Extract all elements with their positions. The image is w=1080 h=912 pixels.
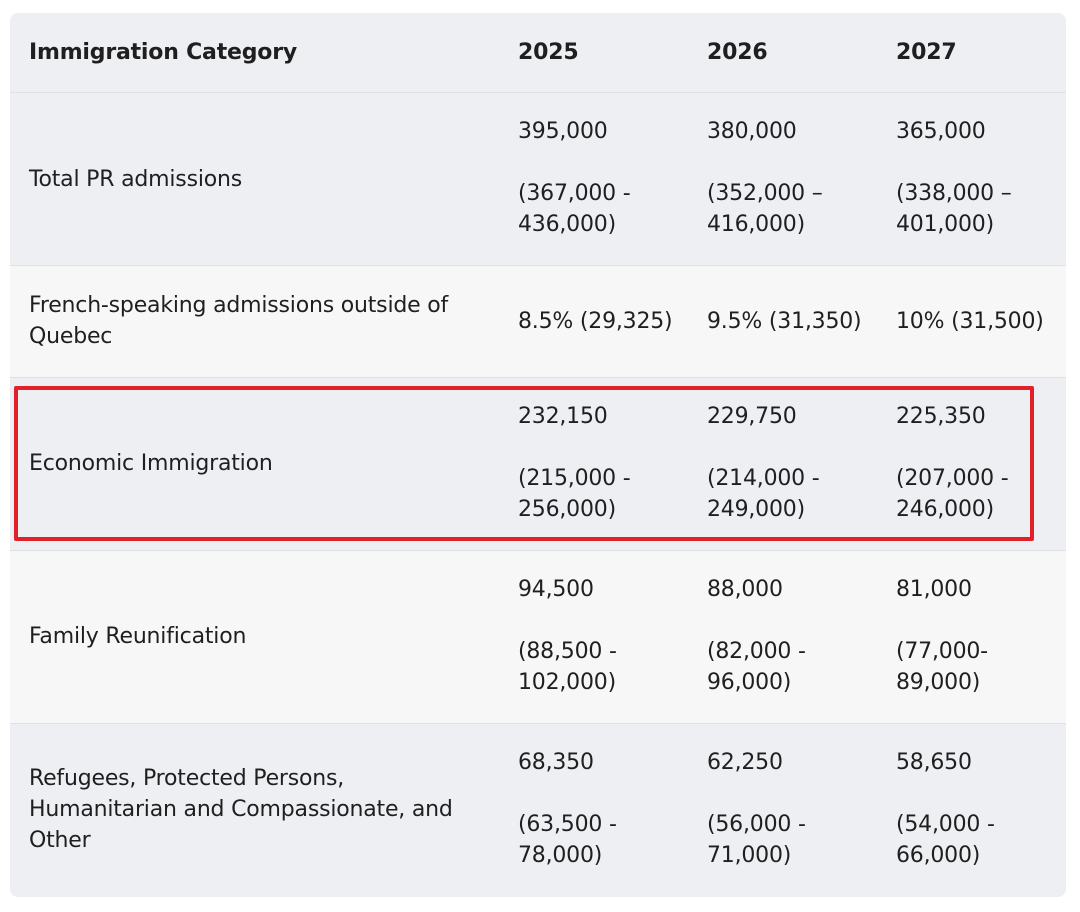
row-divider: [10, 92, 1066, 93]
value-main: 81,000: [896, 577, 972, 602]
value-cell-2025: 94,500 (88,500 - 102,000): [518, 574, 698, 698]
value-cell-2027: 58,650 (54,000 - 66,000): [896, 747, 1066, 871]
value-range: (367,000 - 436,000): [518, 181, 631, 237]
value-cell-2027: 81,000 (77,000- 89,000): [896, 574, 1066, 698]
header-year-2026: 2026: [707, 40, 768, 65]
value-main: 229,750: [707, 404, 797, 429]
value-range: (82,000 - 96,000): [707, 639, 806, 695]
value-range: (338,000 – 401,000): [896, 181, 1012, 237]
header-category: Immigration Category: [29, 40, 297, 65]
value-range: (214,000 - 249,000): [707, 466, 820, 522]
value-main: 395,000: [518, 119, 608, 144]
row-category: Total PR admissions: [29, 167, 243, 192]
value-range: (77,000- 89,000): [896, 639, 988, 695]
value-main: 10% (31,500): [896, 309, 1044, 334]
value-main: 62,250: [707, 750, 783, 775]
row-category: French-speaking admissions outside of Qu…: [29, 293, 449, 349]
header-year-2025: 2025: [518, 40, 579, 65]
value-main: 380,000: [707, 119, 797, 144]
row-divider: [10, 550, 1066, 551]
value-main: 8.5% (29,325): [518, 309, 673, 334]
table-header-row: Immigration Category 2025 2026 2027: [10, 13, 1066, 92]
value-main: 88,000: [707, 577, 783, 602]
value-cell-2026: 88,000 (82,000 - 96,000): [707, 574, 887, 698]
immigration-levels-table: Immigration Category 2025 2026 2027 Tota…: [10, 13, 1066, 897]
value-cell-2025: 8.5% (29,325): [518, 306, 698, 337]
row-category: Economic Immigration: [29, 451, 273, 476]
value-main: 232,150: [518, 404, 608, 429]
row-divider: [10, 265, 1066, 266]
value-main: 9.5% (31,350): [707, 309, 862, 334]
value-cell-2026: 9.5% (31,350): [707, 306, 887, 337]
value-range: (56,000 - 71,000): [707, 812, 806, 868]
value-cell-2027: 225,350 (207,000 - 246,000): [896, 401, 1066, 525]
table-row-french-speaking: French-speaking admissions outside of Qu…: [10, 266, 1066, 377]
value-main: 365,000: [896, 119, 986, 144]
header-year-2027: 2027: [896, 40, 957, 65]
row-category: Refugees, Protected Persons, Humanitaria…: [29, 766, 453, 853]
value-main: 58,650: [896, 750, 972, 775]
value-range: (207,000 - 246,000): [896, 466, 1009, 522]
row-divider: [10, 723, 1066, 724]
value-range: (352,000 – 416,000): [707, 181, 823, 237]
table-row-family-reunification: Family Reunification 94,500 (88,500 - 10…: [10, 551, 1066, 723]
value-cell-2027: 365,000 (338,000 – 401,000): [896, 116, 1066, 240]
row-divider: [10, 377, 1066, 378]
value-cell-2026: 229,750 (214,000 - 249,000): [707, 401, 887, 525]
table-row-economic-immigration: Economic Immigration 232,150 (215,000 - …: [10, 378, 1066, 550]
value-cell-2025: 68,350 (63,500 - 78,000): [518, 747, 698, 871]
value-cell-2025: 395,000 (367,000 - 436,000): [518, 116, 698, 240]
value-main: 94,500: [518, 577, 594, 602]
row-category: Family Reunification: [29, 624, 247, 649]
value-main: 68,350: [518, 750, 594, 775]
value-range: (54,000 - 66,000): [896, 812, 995, 868]
value-range: (88,500 - 102,000): [518, 639, 617, 695]
value-range: (63,500 - 78,000): [518, 812, 617, 868]
economic-immigration-highlight-box: [14, 386, 1034, 541]
value-cell-2026: 380,000 (352,000 – 416,000): [707, 116, 887, 240]
value-range: (215,000 - 256,000): [518, 466, 631, 522]
value-main: 225,350: [896, 404, 986, 429]
table-row-refugees: Refugees, Protected Persons, Humanitaria…: [10, 724, 1066, 897]
value-cell-2026: 62,250 (56,000 - 71,000): [707, 747, 887, 871]
value-cell-2025: 232,150 (215,000 - 256,000): [518, 401, 698, 525]
table-row-total-pr: Total PR admissions 395,000 (367,000 - 4…: [10, 93, 1066, 265]
value-cell-2027: 10% (31,500): [896, 306, 1066, 337]
